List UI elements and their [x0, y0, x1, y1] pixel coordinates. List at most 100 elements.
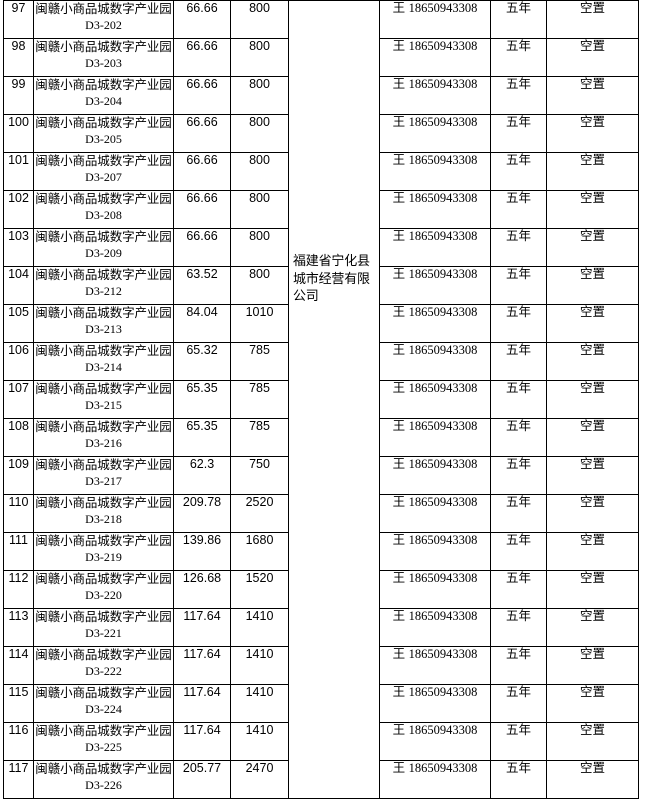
row-index-cell: 112 [3, 570, 34, 609]
contact-phone: 18650943308 [408, 39, 478, 53]
lease-term-cell: 五年 [490, 570, 547, 609]
project-name-text: 闽赣小商品城数字产业园 D3-221 [34, 609, 173, 641]
price-cell: 800 [230, 266, 289, 305]
contact-phone: 18650943308 [408, 381, 478, 395]
status-cell: 空置 [546, 570, 639, 609]
contact-phone: 18650943308 [408, 533, 478, 547]
status-cell: 空置 [546, 304, 639, 343]
project-name-main: 闽赣小商品城数字产业园 [35, 154, 172, 168]
project-name-main: 闽赣小商品城数字产业园 [35, 610, 172, 624]
project-unit-code: D3-203 [85, 56, 122, 70]
table-row: 102 闽赣小商品城数字产业园 D3-208 66.66 800 王 186509433… [3, 190, 639, 229]
contact-cell: 王 18650943308 [379, 418, 491, 457]
contact-surname: 王 [392, 229, 406, 243]
price-cell: 2470 [230, 760, 289, 799]
price-cell: 750 [230, 456, 289, 495]
contact-phone: 18650943308 [408, 685, 478, 699]
contact-phone: 18650943308 [408, 153, 478, 167]
status-cell: 空置 [546, 456, 639, 495]
project-name-main: 闽赣小商品城数字产业园 [35, 2, 172, 16]
project-name-main: 闽赣小商品城数字产业园 [35, 268, 172, 282]
contact-cell: 王 18650943308 [379, 228, 491, 267]
project-name-cell: 闽赣小商品城数字产业园 D3-205 [33, 114, 174, 153]
table-row: 110 闽赣小商品城数字产业园 D3-218 209.78 2520 王 1865094… [3, 494, 639, 533]
table-row: 116 闽赣小商品城数字产业园 D3-225 117.64 1410 王 1865094… [3, 722, 639, 761]
table-row: 111 闽赣小商品城数字产业园 D3-219 139.86 1680 王 1865094… [3, 532, 639, 571]
row-index-cell: 116 [3, 722, 34, 761]
project-name-cell: 闽赣小商品城数字产业园 D3-225 [33, 722, 174, 761]
status-cell: 空置 [546, 532, 639, 571]
table-row: 114 闽赣小商品城数字产业园 D3-222 117.64 1410 王 1865094… [3, 646, 639, 685]
lease-term-cell: 五年 [490, 684, 547, 723]
area-cell: 117.64 [173, 608, 231, 647]
lease-term-cell: 五年 [490, 190, 547, 229]
project-name-main: 闽赣小商品城数字产业园 [35, 762, 172, 776]
contact-surname: 王 [392, 457, 406, 471]
project-name-text: 闽赣小商品城数字产业园 D3-204 [34, 77, 173, 109]
project-name-cell: 闽赣小商品城数字产业园 D3-203 [33, 38, 174, 77]
lease-term-cell: 五年 [490, 646, 547, 685]
project-name-main: 闽赣小商品城数字产业园 [35, 724, 172, 738]
contact-surname: 王 [392, 419, 406, 433]
contact-surname: 王 [392, 115, 406, 129]
project-unit-code: D3-217 [85, 474, 122, 488]
price-cell: 1410 [230, 608, 289, 647]
row-index-cell: 105 [3, 304, 34, 343]
price-cell: 800 [230, 114, 289, 153]
project-name-cell: 闽赣小商品城数字产业园 D3-214 [33, 342, 174, 381]
area-cell: 66.66 [173, 38, 231, 77]
project-unit-code: D3-222 [85, 664, 122, 678]
lease-term-cell: 五年 [490, 760, 547, 799]
row-index-cell: 115 [3, 684, 34, 723]
contact-surname: 王 [392, 761, 406, 775]
status-cell: 空置 [546, 76, 639, 115]
project-name-cell: 闽赣小商品城数字产业园 D3-204 [33, 76, 174, 115]
area-cell: 139.86 [173, 532, 231, 571]
lease-term-cell: 五年 [490, 38, 547, 77]
project-name-text: 闽赣小商品城数字产业园 D3-217 [34, 457, 173, 489]
area-cell: 126.68 [173, 570, 231, 609]
contact-cell: 王 18650943308 [379, 722, 491, 761]
project-name-main: 闽赣小商品城数字产业园 [35, 116, 172, 130]
area-cell: 66.66 [173, 228, 231, 267]
project-name-cell: 闽赣小商品城数字产业园 D3-224 [33, 684, 174, 723]
price-cell: 800 [230, 228, 289, 267]
table-body: 97 闽赣小商品城数字产业园 D3-202 66.66 800 福建省宁化县城市经营有限… [3, 0, 639, 799]
table-row: 97 闽赣小商品城数字产业园 D3-202 66.66 800 福建省宁化县城市经营有限… [3, 0, 639, 799]
lease-term-cell: 五年 [490, 114, 547, 153]
contact-phone: 18650943308 [408, 1, 478, 15]
status-cell: 空置 [546, 38, 639, 77]
contact-phone: 18650943308 [408, 267, 478, 281]
project-name-text: 闽赣小商品城数字产业园 D3-203 [34, 39, 173, 71]
project-name-text: 闽赣小商品城数字产业园 D3-216 [34, 419, 173, 451]
project-name-text: 闽赣小商品城数字产业园 D3-207 [34, 153, 173, 185]
project-name-cell: 闽赣小商品城数字产业园 D3-213 [33, 304, 174, 343]
table-row: 104 闽赣小商品城数字产业园 D3-212 63.52 800 王 186509433… [3, 266, 639, 305]
row-index-cell: 101 [3, 152, 34, 191]
project-name-cell: 闽赣小商品城数字产业园 D3-209 [33, 228, 174, 267]
area-cell: 65.35 [173, 418, 231, 457]
area-cell: 205.77 [173, 760, 231, 799]
contact-cell: 王 18650943308 [379, 494, 491, 533]
status-cell: 空置 [546, 494, 639, 533]
project-name-main: 闽赣小商品城数字产业园 [35, 648, 172, 662]
status-cell: 空置 [546, 228, 639, 267]
status-cell: 空置 [546, 380, 639, 419]
contact-surname: 王 [392, 571, 406, 585]
project-unit-code: D3-213 [85, 322, 122, 336]
project-name-cell: 闽赣小商品城数字产业园 D3-217 [33, 456, 174, 495]
project-name-text: 闽赣小商品城数字产业园 D3-202 [34, 1, 173, 33]
contact-surname: 王 [392, 533, 406, 547]
contact-surname: 王 [392, 1, 406, 15]
contact-phone: 18650943308 [408, 723, 478, 737]
contact-phone: 18650943308 [408, 191, 478, 205]
price-cell: 1520 [230, 570, 289, 609]
status-cell: 空置 [546, 760, 639, 799]
contact-phone: 18650943308 [408, 647, 478, 661]
table-row: 115 闽赣小商品城数字产业园 D3-224 117.64 1410 王 1865094… [3, 684, 639, 723]
project-unit-code: D3-208 [85, 208, 122, 222]
project-name-text: 闽赣小商品城数字产业园 D3-205 [34, 115, 173, 147]
project-unit-code: D3-202 [85, 18, 122, 32]
row-index-cell: 117 [3, 760, 34, 799]
table-row: 99 闽赣小商品城数字产业园 D3-204 66.66 800 王 1865094330… [3, 76, 639, 115]
